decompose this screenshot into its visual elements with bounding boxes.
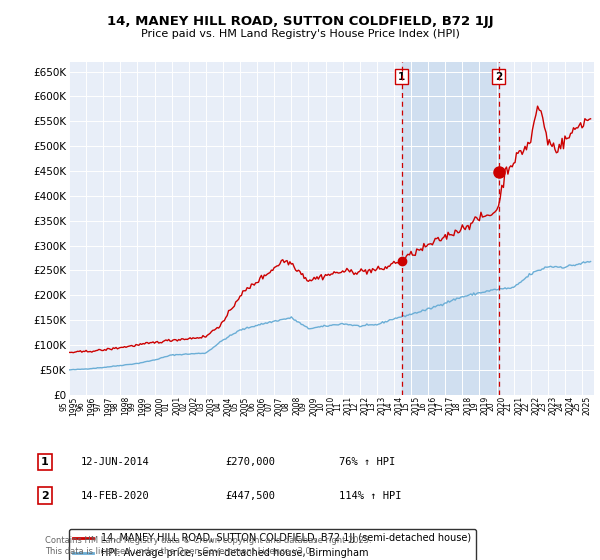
Bar xyxy=(401,62,499,395)
Text: 2: 2 xyxy=(495,72,502,82)
Text: £447,500: £447,500 xyxy=(225,491,275,501)
Text: 14, MANEY HILL ROAD, SUTTON COLDFIELD, B72 1JJ: 14, MANEY HILL ROAD, SUTTON COLDFIELD, B… xyxy=(107,15,493,28)
Text: 1: 1 xyxy=(398,72,405,82)
Text: Contains HM Land Registry data © Crown copyright and database right 2025.
This d: Contains HM Land Registry data © Crown c… xyxy=(45,536,371,556)
Text: 2: 2 xyxy=(41,491,49,501)
Text: 12-JUN-2014: 12-JUN-2014 xyxy=(81,457,150,467)
Text: 1: 1 xyxy=(41,457,49,467)
Text: 114% ↑ HPI: 114% ↑ HPI xyxy=(339,491,401,501)
Text: £270,000: £270,000 xyxy=(225,457,275,467)
Text: 14-FEB-2020: 14-FEB-2020 xyxy=(81,491,150,501)
Text: 76% ↑ HPI: 76% ↑ HPI xyxy=(339,457,395,467)
Legend: 14, MANEY HILL ROAD, SUTTON COLDFIELD, B72 1JJ (semi-detached house), HPI: Avera: 14, MANEY HILL ROAD, SUTTON COLDFIELD, B… xyxy=(68,529,476,560)
Text: Price paid vs. HM Land Registry's House Price Index (HPI): Price paid vs. HM Land Registry's House … xyxy=(140,29,460,39)
